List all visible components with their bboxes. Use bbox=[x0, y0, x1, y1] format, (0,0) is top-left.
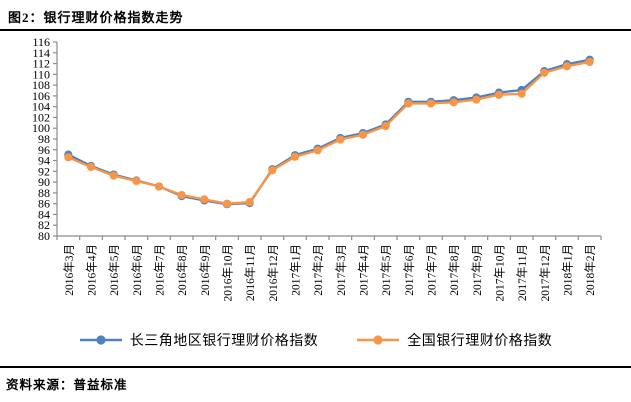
legend-item-national: 全国银行理财价格指数 bbox=[356, 330, 552, 350]
data-point bbox=[426, 99, 436, 108]
data-point bbox=[494, 90, 504, 99]
x-tick-label: 2016年11月 bbox=[243, 244, 257, 301]
data-point bbox=[404, 99, 413, 108]
x-tick-label: 2017年4月 bbox=[357, 244, 371, 296]
data-point bbox=[245, 197, 254, 207]
x-tick-label: 2016年8月 bbox=[175, 244, 189, 296]
x-tick-label: 2016年3月 bbox=[62, 244, 76, 296]
data-point bbox=[313, 146, 322, 155]
x-tick-label: 2017年2月 bbox=[311, 244, 325, 296]
y-tick-label: 82 bbox=[38, 218, 50, 232]
y-tick-label: 116 bbox=[32, 35, 50, 49]
x-tick-label: 2016年6月 bbox=[130, 244, 144, 296]
y-tick-label: 114 bbox=[32, 46, 50, 60]
x-tick-label: 2017年9月 bbox=[470, 244, 484, 296]
y-tick-label: 104 bbox=[32, 100, 50, 114]
series-1 bbox=[64, 57, 594, 208]
data-point bbox=[517, 89, 526, 98]
series-0 bbox=[64, 55, 594, 209]
x-tick-label: 2017年11月 bbox=[515, 244, 529, 301]
y-tick-label: 100 bbox=[32, 121, 50, 135]
data-point bbox=[177, 190, 186, 200]
legend-marker-national-icon bbox=[357, 335, 400, 345]
x-tick-label: 2018年1月 bbox=[561, 244, 575, 296]
data-point bbox=[200, 195, 209, 204]
x-tick-label: 2017年5月 bbox=[379, 244, 393, 296]
legend-item-yangtze: 长三角地区银行理财价格指数 bbox=[79, 330, 319, 350]
data-point bbox=[585, 57, 594, 67]
x-tick-label: 2017年12月 bbox=[538, 244, 552, 302]
y-tick-label: 110 bbox=[32, 67, 50, 81]
y-tick-label: 102 bbox=[32, 110, 50, 124]
data-point bbox=[472, 95, 481, 104]
data-point bbox=[562, 62, 572, 71]
x-tick-label: 2016年10月 bbox=[221, 244, 235, 302]
legend-marker-yangtze-icon bbox=[79, 335, 122, 345]
legend-label-yangtze: 长三角地区银行理财价格指数 bbox=[129, 334, 319, 349]
data-point bbox=[132, 176, 141, 186]
data-point bbox=[268, 166, 277, 175]
chart-legend: 长三角地区银行理财价格指数 全国银行理财价格指数 bbox=[0, 330, 631, 350]
x-tick-label: 2016年7月 bbox=[153, 244, 167, 296]
data-point bbox=[109, 171, 118, 180]
y-tick-label: 92 bbox=[38, 164, 50, 178]
title-divider bbox=[0, 29, 631, 31]
y-tick-label: 88 bbox=[38, 186, 50, 200]
x-tick-label: 2016年5月 bbox=[107, 244, 121, 296]
data-point bbox=[154, 182, 164, 191]
x-axis-labels: 2016年3月 2016年4月 2016年5月 2016年6月 2016年7月 2016年… bbox=[62, 244, 597, 302]
x-tick-label: 2017年10月 bbox=[493, 244, 507, 302]
y-axis-ticks: 8082848688909294969810010210410610811011… bbox=[32, 35, 57, 243]
x-tick-label: 2017年8月 bbox=[447, 244, 461, 296]
data-point bbox=[358, 130, 368, 139]
footer-divider bbox=[0, 366, 631, 368]
data-point bbox=[381, 121, 390, 131]
y-tick-label: 108 bbox=[32, 78, 50, 92]
y-tick-label: 112 bbox=[32, 57, 50, 71]
x-tick-label: 2016年12月 bbox=[266, 244, 280, 302]
y-tick-label: 84 bbox=[38, 207, 50, 221]
y-tick-label: 94 bbox=[38, 154, 50, 168]
data-point bbox=[222, 199, 232, 208]
y-tick-label: 80 bbox=[38, 229, 50, 243]
y-tick-label: 106 bbox=[32, 89, 50, 103]
figure-title: 图2：银行理财价格指数走势 bbox=[8, 10, 184, 25]
x-axis-ticks bbox=[56, 236, 602, 240]
data-point bbox=[86, 162, 96, 172]
y-tick-label: 86 bbox=[38, 197, 50, 211]
series-line bbox=[67, 60, 591, 205]
source-note: 资料来源：普益标准 bbox=[6, 378, 128, 392]
y-tick-label: 98 bbox=[38, 132, 50, 146]
legend-label-national: 全国银行理财价格指数 bbox=[407, 334, 553, 349]
data-point bbox=[290, 152, 300, 161]
y-tick-label: 90 bbox=[38, 175, 50, 189]
x-tick-label: 2017年7月 bbox=[425, 244, 439, 296]
x-tick-label: 2016年4月 bbox=[85, 244, 99, 296]
x-tick-label: 2017年3月 bbox=[334, 244, 348, 296]
x-tick-label: 2018年2月 bbox=[583, 244, 597, 296]
x-tick-label: 2016年9月 bbox=[198, 244, 212, 296]
x-tick-label: 2017年6月 bbox=[402, 244, 416, 296]
axes bbox=[56, 42, 601, 237]
y-tick-label: 96 bbox=[38, 143, 50, 157]
data-point bbox=[540, 68, 549, 77]
data-point bbox=[64, 153, 73, 162]
data-point bbox=[449, 98, 458, 107]
x-tick-label: 2017年1月 bbox=[289, 244, 303, 296]
data-point bbox=[336, 135, 345, 144]
